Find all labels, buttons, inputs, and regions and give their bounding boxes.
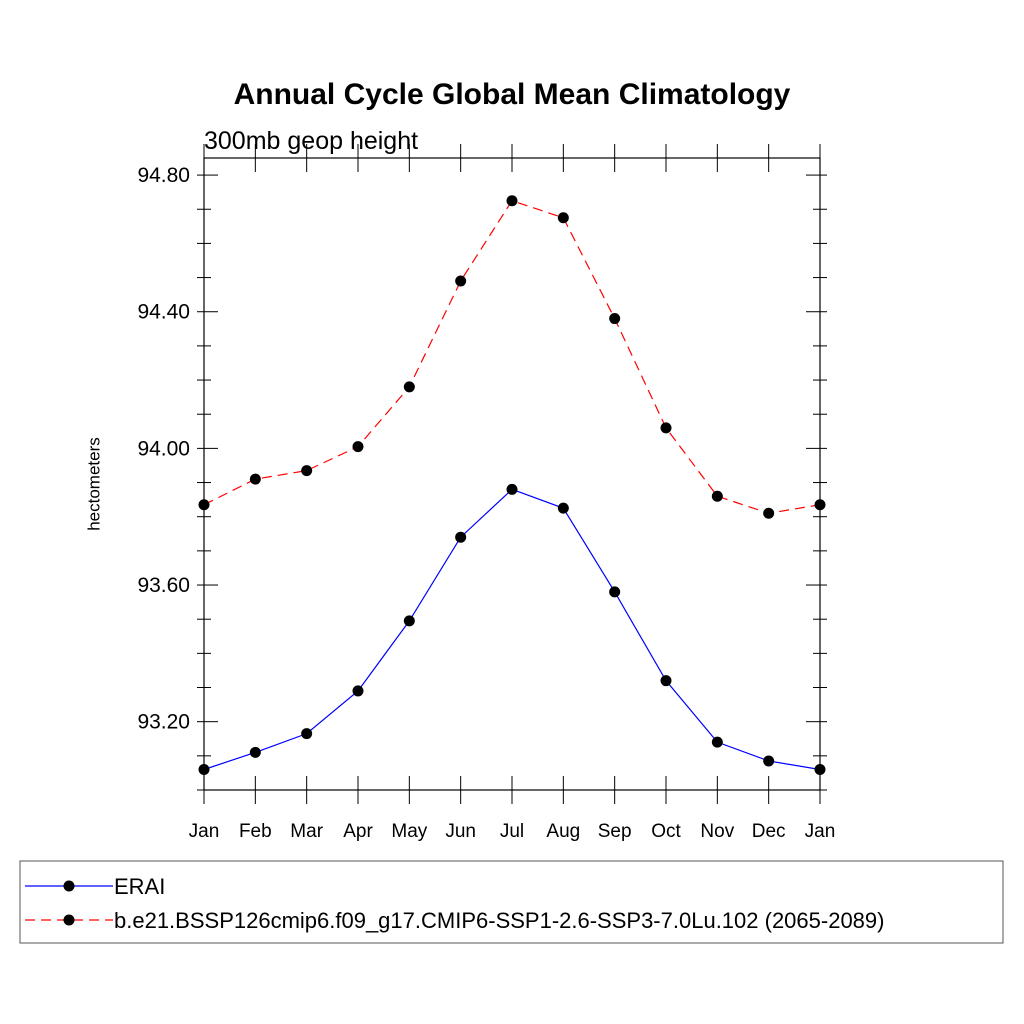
- x-tick-label: Feb: [239, 821, 272, 842]
- x-tick-labels: Jan Feb Mar Apr May Jun Jul Aug Sep Oct Nov Dec Jan: [189, 821, 836, 842]
- y-tick-label: 94.00: [137, 437, 190, 460]
- x-tick-label: Oct: [651, 821, 681, 842]
- x-tick-label: May: [391, 821, 427, 842]
- data-point: [403, 381, 415, 393]
- y-tick-label: 93.20: [137, 711, 190, 734]
- x-tick-label: Jan: [189, 821, 220, 842]
- data-point: [198, 764, 210, 776]
- plot-frame: [203, 157, 821, 791]
- data-point: [403, 615, 415, 627]
- data-point: [609, 586, 621, 598]
- x-tick-label: Jun: [445, 821, 476, 842]
- y-tick-labels: 93.20 93.60 94.00 94.40 94.80: [137, 164, 190, 734]
- data-point: [814, 764, 826, 776]
- legend-marker: [63, 914, 75, 926]
- x-tick-label: Jul: [500, 821, 524, 842]
- data-point: [198, 499, 210, 511]
- data-point: [763, 507, 775, 519]
- x-tick-label: Apr: [343, 821, 373, 842]
- chart-subtitle: 300mb geop height: [204, 127, 418, 155]
- data-point: [814, 499, 826, 511]
- data-point: [455, 275, 467, 287]
- legend-label-0: ERAI: [114, 874, 165, 899]
- axis-ticks: [197, 144, 827, 804]
- x-tick-label: Nov: [700, 821, 734, 842]
- series-line-1: [203, 199, 821, 514]
- x-tick-label: Dec: [752, 821, 786, 842]
- data-point: [506, 483, 518, 495]
- data-point: [301, 465, 313, 477]
- x-tick-label: Aug: [546, 821, 580, 842]
- chart-title: Annual Cycle Global Mean Climatology: [234, 78, 791, 111]
- x-tick-label: Sep: [598, 821, 632, 842]
- data-point: [609, 313, 621, 325]
- data-point: [249, 746, 261, 758]
- legend: ERAI b.e21.BSSP126cmip6.f09_g17.CMIP6-SSP…: [25, 874, 884, 933]
- data-point: [301, 728, 313, 740]
- legend-marker: [63, 880, 75, 892]
- legend-box: [19, 860, 1004, 944]
- series-line-0: [203, 488, 821, 771]
- data-point: [711, 490, 723, 502]
- y-tick-label: 93.60: [137, 574, 190, 597]
- y-tick-label: 94.40: [137, 301, 190, 324]
- data-point: [455, 531, 467, 543]
- x-tick-label: Mar: [290, 821, 323, 842]
- data-point: [557, 502, 569, 514]
- series-layer: [198, 195, 826, 776]
- data-point: [352, 685, 364, 697]
- y-tick-label: 94.80: [137, 164, 190, 187]
- data-point: [249, 473, 261, 485]
- data-point: [352, 441, 364, 453]
- legend-label-1: b.e21.BSSP126cmip6.f09_g17.CMIP6-SSP1-2.…: [114, 908, 884, 933]
- x-tick-label: Jan: [805, 821, 836, 842]
- data-point: [660, 422, 672, 434]
- data-point: [711, 736, 723, 748]
- data-point: [660, 675, 672, 687]
- data-point: [763, 755, 775, 767]
- data-point: [506, 195, 518, 207]
- data-point: [557, 212, 569, 224]
- y-axis-label: hectometers: [84, 437, 103, 531]
